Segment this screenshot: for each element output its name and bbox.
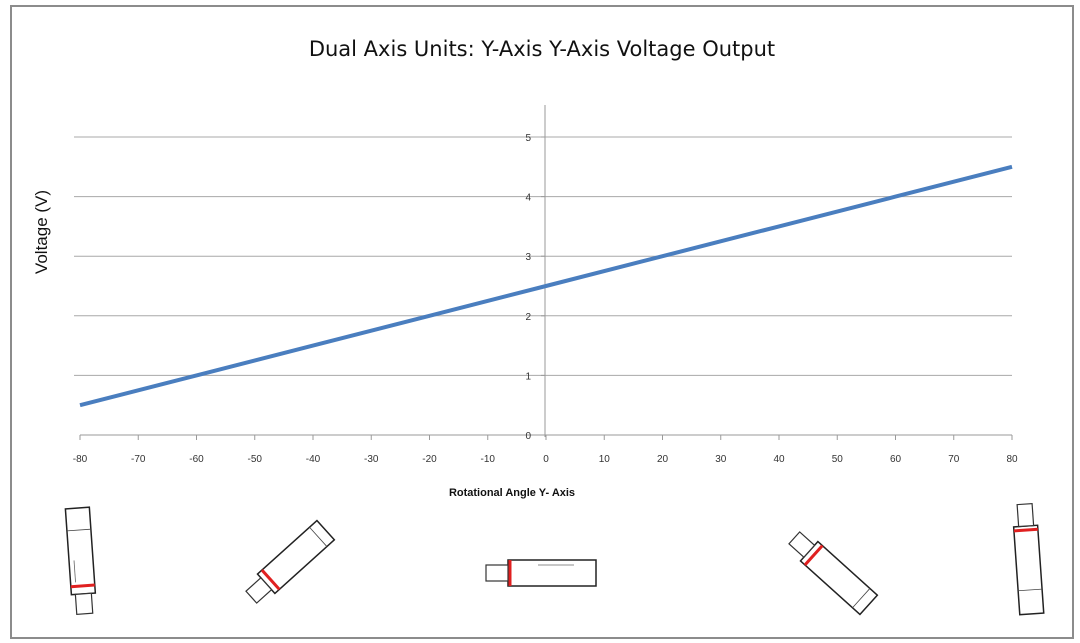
- y-tick-labels: 0 1 2 3 4 5: [525, 133, 545, 442]
- x-tick-label: 70: [948, 454, 960, 465]
- y-tick-label: 1: [525, 371, 531, 382]
- x-tick-label: 30: [715, 454, 727, 465]
- sensor-illustration-left-80: [64, 506, 97, 615]
- y-tick-label: 5: [525, 133, 531, 144]
- sensor-illustration-center-0: [485, 559, 597, 587]
- x-tick-label: -70: [131, 454, 146, 465]
- axes: [80, 105, 1012, 437]
- x-axis-label: Rotational Angle Y- Axis: [449, 487, 575, 499]
- sensor-illustration-right-40: [788, 531, 879, 616]
- chart-frame: Dual Axis Units: Y-Axis Y-Axis Voltage O…: [10, 5, 1074, 639]
- x-tick-label: 20: [657, 454, 669, 465]
- y-tick-label: 3: [525, 252, 531, 263]
- series-line-0: [79, 164, 1013, 408]
- x-tick-label: -10: [481, 454, 496, 465]
- x-tick-label: 50: [832, 454, 844, 465]
- x-tick-label: 10: [599, 454, 611, 465]
- series-group: [79, 164, 1013, 408]
- chart-title: Dual Axis Units: Y-Axis Y-Axis Voltage O…: [308, 37, 776, 61]
- y-tick-label: 0: [525, 431, 531, 442]
- x-tick-label: -50: [248, 454, 263, 465]
- sensor-illustration-left-40: [245, 519, 336, 604]
- y-axis-label: Voltage (V): [32, 190, 51, 274]
- sensor-illustration-right-80: [1012, 502, 1045, 616]
- x-tick-label: 60: [890, 454, 902, 465]
- x-tick-label: 80: [1006, 454, 1018, 465]
- x-tick-label: -30: [364, 454, 379, 465]
- x-tick-label: 0: [543, 454, 549, 465]
- x-tick-label: 40: [773, 454, 785, 465]
- x-tick-labels: -80 -70 -60 -50 -40 -30 -20 -10 0 10 20 30 40 50 60 70 8…: [73, 435, 1018, 465]
- x-tick-label: -20: [422, 454, 437, 465]
- x-tick-label: -60: [189, 454, 204, 465]
- y-tick-label: 2: [525, 312, 531, 323]
- y-tick-label: 4: [525, 193, 531, 204]
- x-tick-label: -80: [73, 454, 88, 465]
- x-tick-label: -40: [306, 454, 321, 465]
